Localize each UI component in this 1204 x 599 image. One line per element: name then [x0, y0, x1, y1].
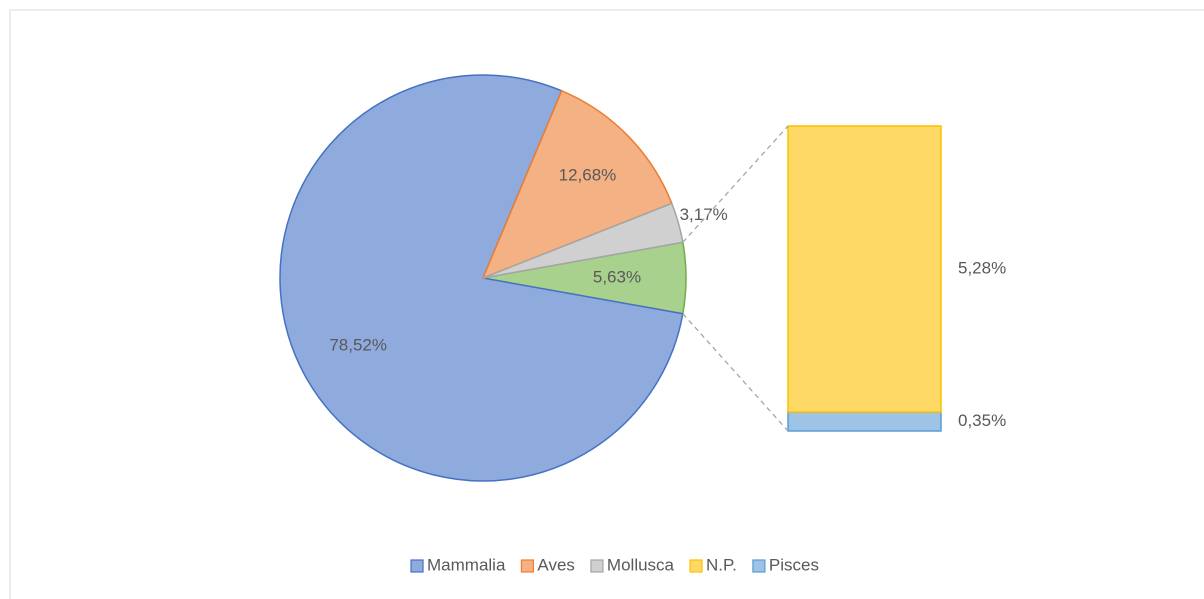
pie-slice — [481, 89, 673, 280]
legend-label: Mollusca — [607, 555, 675, 574]
data-label: 0,35% — [958, 411, 1006, 430]
data-label: 5,63% — [593, 267, 641, 286]
connector — [682, 125, 789, 243]
legend-swatch — [752, 559, 766, 573]
legend-swatch — [520, 559, 535, 573]
bar-segment — [787, 411, 942, 432]
legend-label: N.P. — [706, 555, 737, 574]
bar-segment — [787, 125, 942, 413]
data-label: 3,17% — [680, 205, 728, 224]
data-label: 78,52% — [329, 335, 387, 354]
data-label: 5,28% — [958, 259, 1006, 278]
legend-swatch — [590, 559, 604, 573]
legend-swatch — [410, 559, 424, 573]
legend-label: Aves — [537, 555, 575, 574]
legend-label: Mammalia — [427, 555, 506, 574]
data-label: 12,68% — [559, 165, 617, 184]
legend-swatch — [689, 559, 703, 573]
legend-label: Pisces — [769, 555, 819, 574]
pie-slice — [279, 74, 684, 482]
